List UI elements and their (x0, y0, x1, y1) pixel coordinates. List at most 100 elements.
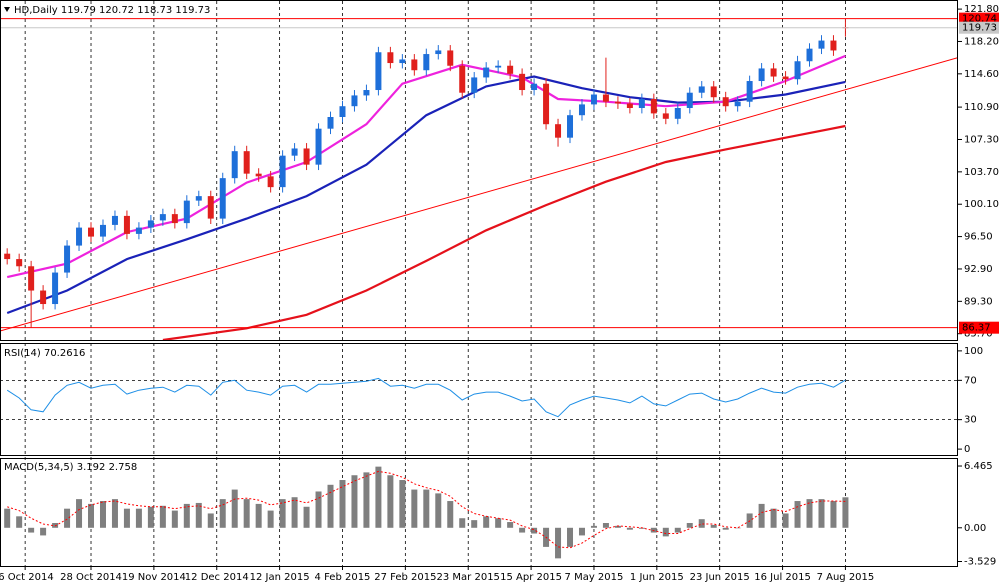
candle-body (543, 83, 550, 125)
macd-bar (770, 508, 777, 528)
macd-bar (315, 491, 322, 528)
candle-body (567, 115, 574, 138)
candle-body (375, 52, 382, 91)
indicator-line (6, 54, 846, 279)
candle-body (830, 40, 837, 51)
macd-bar (650, 527, 657, 533)
macd-panel-frame (0, 458, 958, 567)
macd-bar (794, 501, 801, 528)
x-tick-label: 4 Feb 2015 (315, 572, 371, 583)
candle-body (614, 101, 621, 104)
macd-bar (531, 527, 538, 534)
candle-body (758, 68, 765, 82)
candle-body (459, 65, 466, 93)
y-tick-label: 110.90 (964, 102, 999, 113)
candle-body (279, 155, 286, 188)
macd-bar (471, 520, 478, 528)
macd-bar (423, 489, 430, 528)
candle-body (88, 227, 95, 237)
x-tick-label: 23 Mar 2015 (437, 572, 500, 583)
macd-bar (339, 480, 346, 528)
macd-bar (590, 525, 597, 528)
candle-body (52, 272, 59, 305)
candle-body (147, 220, 154, 228)
price-level-label: 86.37 (962, 323, 991, 334)
candle-body (662, 113, 669, 119)
x-tick-label: 7 May 2015 (565, 572, 624, 583)
y-tick-label: 0.00 (964, 523, 986, 534)
candle-body (710, 86, 717, 98)
candle-body (207, 196, 214, 219)
candle-body (794, 61, 801, 80)
macd-bar (291, 497, 298, 528)
y-tick-label: 85.70 (964, 329, 993, 340)
macd-bar (495, 518, 502, 528)
candle-body (28, 266, 35, 291)
candle-body (722, 97, 729, 107)
macd-bar (710, 524, 717, 528)
candle-body (734, 101, 741, 107)
candle-body (231, 151, 238, 179)
candle-body (219, 178, 226, 219)
macd-bar (159, 505, 166, 528)
x-tick-label: 1 Jun 2015 (630, 572, 684, 583)
x-tick-label: 6 Oct 2014 (0, 572, 54, 583)
candle-body (387, 52, 394, 64)
macd-bar (626, 527, 633, 530)
candle-body (746, 81, 753, 102)
dropdown-arrow (4, 7, 10, 12)
price-level-box (959, 12, 999, 25)
macd-bar (734, 527, 741, 529)
candle-body (698, 86, 705, 93)
candle-body (782, 76, 789, 80)
macd-bar (555, 527, 562, 559)
y-tick-label: -3.529 (964, 557, 996, 568)
price-level-box (959, 21, 999, 34)
candle-body (578, 104, 585, 116)
macd-bar (567, 527, 574, 547)
macd-bar (327, 484, 334, 528)
x-tick-label: 16 Jul 2015 (754, 572, 811, 583)
candle-body (267, 176, 274, 188)
candle-body (602, 94, 609, 102)
macd-bar (399, 480, 406, 528)
macd-bar (40, 527, 47, 536)
indicator-line (6, 75, 846, 315)
candle-body (531, 83, 538, 91)
macd-bar (447, 501, 454, 528)
x-tick-label: 28 Oct 2014 (60, 572, 122, 583)
candle-body (447, 50, 454, 66)
macd-bar (351, 475, 358, 528)
macd-bar (806, 499, 813, 528)
price-panel-frame (0, 0, 958, 341)
macd-bar (459, 518, 466, 528)
macd-bar (698, 519, 705, 528)
candle-body (291, 148, 298, 156)
x-tick-label: 12 Jan 2015 (250, 572, 310, 583)
candle-body (399, 59, 406, 64)
y-tick-label: 107.30 (964, 134, 999, 145)
macd-bar (231, 489, 238, 528)
y-tick-label: 6.465 (964, 461, 993, 472)
x-tick-label: 19 Nov 2014 (122, 572, 186, 583)
macd-bar (279, 499, 286, 528)
macd-bar (686, 523, 693, 528)
macd-bar (435, 493, 442, 528)
macd-bar (662, 527, 669, 537)
macd-bar (578, 527, 585, 536)
macd-bar (782, 513, 789, 528)
y-tick-label: 100.10 (964, 199, 999, 210)
candle-body (99, 224, 106, 237)
macd-bar (363, 472, 370, 528)
y-tick-label: 30 (964, 415, 977, 426)
candle-body (339, 106, 346, 117)
macd-bar (842, 497, 849, 528)
macd-bar (303, 506, 310, 528)
candle-body (435, 50, 442, 55)
indicator-line (0, 57, 958, 332)
price-level-label: 119.73 (962, 23, 997, 34)
macd-bar (99, 501, 106, 528)
candle-body (255, 173, 262, 177)
